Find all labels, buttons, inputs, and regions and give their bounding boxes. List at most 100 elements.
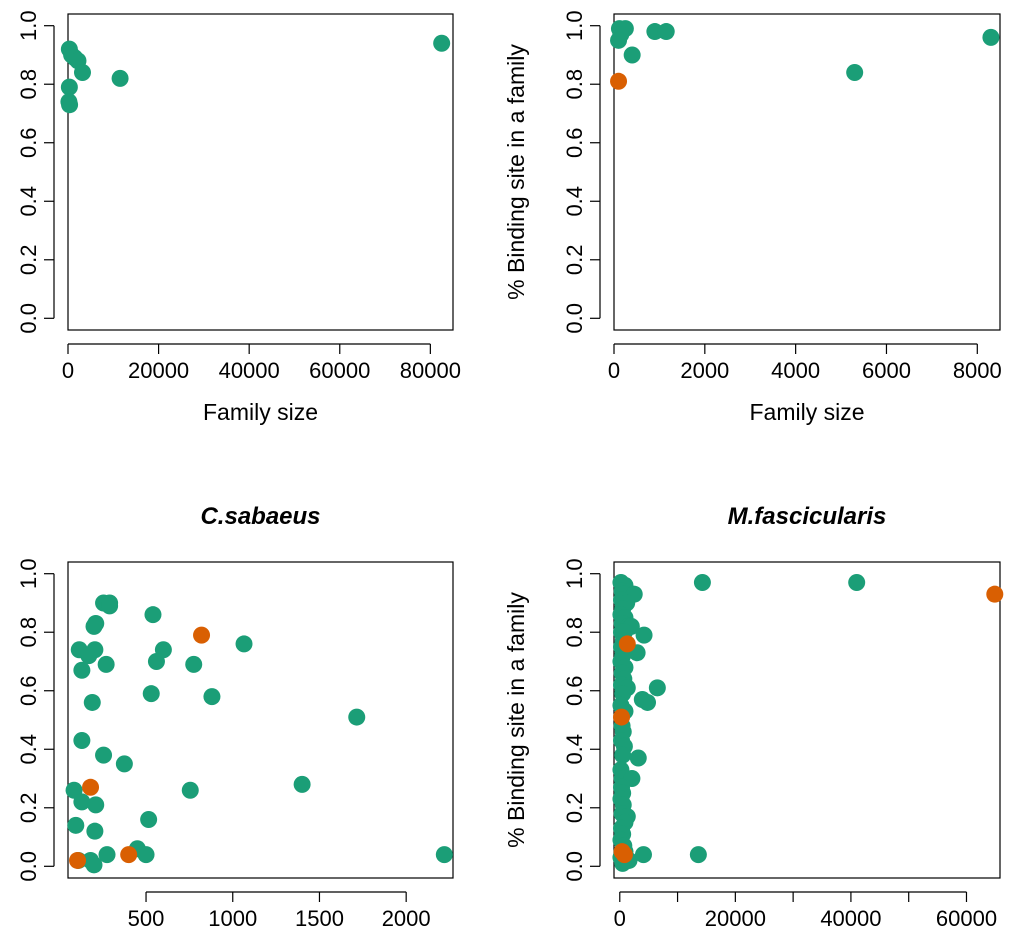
y-tick-label: 0.0: [16, 303, 41, 334]
data-point-green: [60, 78, 78, 96]
y-tick-label: 0.2: [562, 792, 587, 823]
plot-frame: [613, 561, 1001, 879]
data-point-green: [657, 23, 675, 41]
data-point-green: [639, 693, 657, 711]
data-point-green: [635, 626, 653, 644]
data-point-green: [181, 781, 199, 799]
y-tick-label: 1.0: [16, 10, 41, 41]
data-point-green: [693, 573, 711, 591]
y-axis-title: % Binding site in a family: [503, 592, 529, 848]
data-point-green: [433, 34, 451, 52]
data-point-green: [982, 28, 1000, 46]
data-point-orange: [120, 846, 138, 864]
data-point-green: [137, 846, 155, 864]
data-point-green: [73, 793, 91, 811]
data-point-green: [83, 693, 101, 711]
data-point-green: [86, 822, 104, 840]
data-point-green: [689, 846, 707, 864]
y-tick-label: 1.0: [562, 558, 587, 589]
data-point-green: [435, 846, 453, 864]
data-point-green: [185, 655, 203, 673]
x-tick-label: 80000: [400, 358, 461, 383]
data-point-green: [614, 746, 632, 764]
y-tick-label: 1.0: [16, 558, 41, 589]
data-point-green: [848, 573, 866, 591]
x-tick-label: 8000: [953, 358, 1002, 383]
data-point-orange: [986, 585, 1004, 603]
x-tick-label: 0: [62, 358, 74, 383]
data-point-green: [67, 816, 85, 834]
y-tick-label: 0.2: [562, 244, 587, 275]
y-tick-label: 0.4: [16, 734, 41, 765]
panel-m-fascicularis: 0.0 0.2 0.4 0.6 0.8 1.0 0 20000 40000 60000 % Bind…: [503, 503, 1004, 931]
data-point-green: [80, 647, 98, 665]
x-tick-label: 2000: [382, 906, 431, 931]
data-point-green: [87, 796, 105, 814]
y-tick-label: 0.0: [562, 303, 587, 334]
y-tick-label: 0.6: [16, 675, 41, 706]
y-tick-label: 0.4: [562, 734, 587, 765]
data-point-green: [634, 846, 652, 864]
panel-top-left: 0.0 0.2 0.4 0.6 0.8 1.0 0 20000 40000 60000 80000 F…: [16, 10, 461, 425]
panel-c-sabaeus: 0.0 0.2 0.4 0.6 0.8 1.0 500 1000 1500 2000 C.sabae…: [16, 503, 454, 931]
data-point-green: [648, 679, 666, 697]
x-tick-label: 4000: [771, 358, 820, 383]
x-tick-label: 6000: [862, 358, 911, 383]
data-point-orange: [69, 851, 87, 869]
y-tick-label: 1.0: [562, 10, 587, 41]
data-point-green: [846, 64, 864, 82]
y-tick-label: 0.6: [562, 675, 587, 706]
x-axis-title: Family size: [203, 399, 318, 425]
data-point-green: [140, 810, 158, 828]
x-tick-label: 60000: [309, 358, 370, 383]
data-point-green: [203, 688, 221, 706]
y-tick-label: 0.8: [562, 617, 587, 648]
data-point-green: [85, 856, 103, 874]
data-point-orange: [615, 846, 633, 864]
data-point-green: [85, 617, 103, 635]
data-point-green: [142, 685, 160, 703]
y-tick-label: 0.0: [562, 851, 587, 882]
data-point-green: [610, 31, 628, 49]
data-point-green: [144, 606, 162, 624]
x-tick-label: 1000: [208, 906, 257, 931]
x-tick-label: 0: [608, 358, 620, 383]
panel-title: M.fascicularis: [728, 503, 887, 530]
x-axis-title: Family size: [749, 399, 864, 425]
data-point-green: [73, 731, 91, 749]
plot-frame: [613, 13, 1001, 331]
plot-frame: [67, 561, 454, 879]
data-point-green: [98, 846, 116, 864]
y-tick-label: 0.6: [16, 127, 41, 158]
data-point-green: [623, 46, 641, 64]
data-point-green: [73, 64, 91, 82]
data-point-green: [97, 655, 115, 673]
data-point-orange: [618, 635, 636, 653]
plot-frame: [67, 13, 454, 331]
panel-top-right: 0.0 0.2 0.4 0.6 0.8 1.0 0 2000 4000 6000 8000 Famil…: [503, 10, 1002, 425]
x-tick-label: 1500: [295, 906, 344, 931]
x-tick-label: 0: [614, 906, 626, 931]
x-tick-label: 500: [128, 906, 165, 931]
y-axis-title: % Binding site in a family: [503, 44, 529, 300]
data-point-orange: [613, 708, 631, 726]
data-point-orange: [193, 626, 211, 644]
y-tick-label: 0.4: [16, 186, 41, 217]
y-tick-label: 0.0: [16, 851, 41, 882]
y-tick-label: 0.8: [562, 69, 587, 100]
data-point-green: [147, 652, 165, 670]
y-tick-label: 0.4: [562, 186, 587, 217]
y-tick-label: 0.8: [16, 69, 41, 100]
data-point-orange: [82, 778, 100, 796]
data-point-orange: [610, 72, 628, 90]
x-tick-label: 40000: [820, 906, 881, 931]
data-point-green: [235, 635, 253, 653]
data-point-green: [293, 775, 311, 793]
x-tick-label: 60000: [936, 906, 997, 931]
y-tick-label: 0.2: [16, 792, 41, 823]
x-tick-label: 2000: [680, 358, 729, 383]
data-point-green: [111, 69, 129, 87]
data-point-green: [348, 708, 366, 726]
x-tick-label: 20000: [705, 906, 766, 931]
